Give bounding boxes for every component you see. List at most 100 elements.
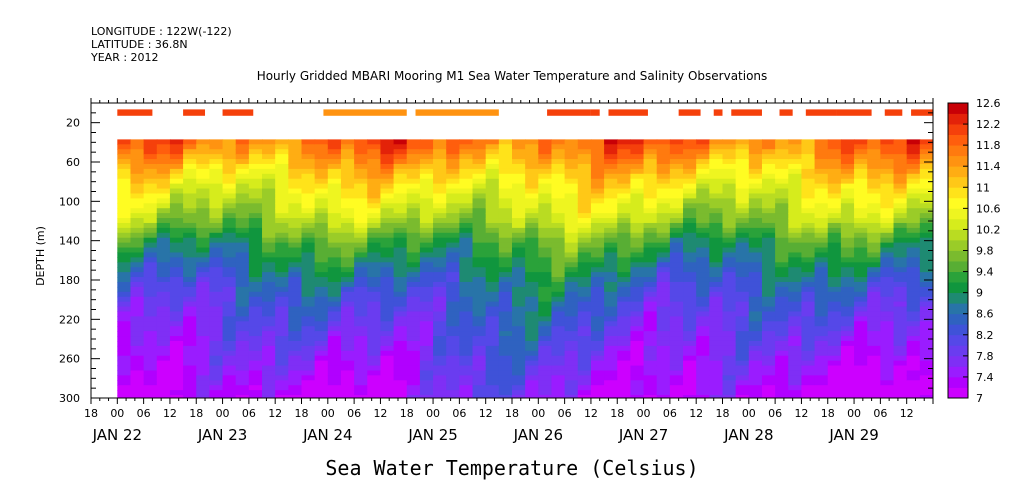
- heatmap-cell: [262, 252, 276, 258]
- heatmap-cell: [196, 331, 211, 337]
- heatmap-cell: [459, 173, 474, 180]
- heatmap-cell: [696, 203, 710, 209]
- heatmap-cell: [222, 222, 237, 229]
- heatmap-cell: [722, 272, 737, 278]
- heatmap-cell: [433, 178, 447, 185]
- heatmap-cell: [130, 345, 145, 352]
- heatmap-cell: [512, 213, 526, 219]
- heatmap-cell: [604, 326, 618, 332]
- heatmap-cell: [183, 340, 197, 347]
- heatmap-cell: [340, 144, 355, 150]
- heatmap-cell: [854, 326, 868, 332]
- heatmap-cell: [735, 281, 750, 288]
- heatmap-cell: [314, 281, 329, 288]
- heatmap-cell: [564, 149, 579, 155]
- heatmap-cell: [143, 395, 158, 398]
- heatmap-cell: [301, 281, 316, 288]
- heatmap-cell: [735, 355, 750, 362]
- heatmap-cell: [643, 139, 658, 145]
- heatmap-cell: [617, 139, 632, 145]
- heatmap-cell: [485, 232, 500, 239]
- surface-band-segment: [678, 109, 701, 116]
- heatmap-cell: [801, 188, 816, 195]
- heatmap-cell: [590, 345, 605, 352]
- heatmap-cell: [314, 149, 329, 155]
- heatmap-cell: [867, 272, 881, 278]
- heatmap-cell: [209, 296, 224, 303]
- heatmap-cell: [564, 355, 579, 362]
- heatmap-cell: [406, 183, 421, 190]
- heatmap-cell: [656, 385, 671, 391]
- heatmap-cell: [814, 331, 829, 337]
- heatmap-cell: [525, 203, 539, 209]
- heatmap-cell: [354, 232, 368, 239]
- heatmap-cell: [669, 173, 684, 180]
- heatmap-cell: [498, 365, 513, 372]
- heatmap-cell: [735, 370, 750, 376]
- heatmap-cell: [459, 139, 474, 145]
- heatmap-cell: [814, 178, 829, 185]
- heatmap-cell: [169, 232, 184, 239]
- heatmap-cell: [130, 198, 145, 204]
- heatmap-cell: [472, 326, 487, 332]
- heatmap-cell: [525, 311, 539, 317]
- heatmap-cell: [446, 350, 460, 357]
- heatmap-cell: [183, 350, 197, 357]
- heatmap-cell: [788, 193, 803, 199]
- heatmap-cell: [748, 277, 763, 283]
- heatmap-cell: [354, 380, 368, 386]
- colorbar-swatch: [948, 292, 968, 304]
- heatmap-cell: [893, 237, 908, 244]
- heatmap-cell: [209, 208, 224, 214]
- heatmap-cell: [525, 154, 539, 160]
- heatmap-cell: [117, 218, 132, 224]
- heatmap-cell: [788, 385, 803, 391]
- heatmap-cell: [196, 154, 211, 160]
- heatmap-cell: [696, 227, 710, 234]
- x-hour-tick-label: 00: [531, 407, 545, 420]
- heatmap-cell: [551, 218, 566, 224]
- heatmap-cell: [498, 326, 513, 332]
- heatmap-cell: [696, 331, 710, 337]
- heatmap-cell: [235, 242, 250, 249]
- heatmap-cell: [827, 331, 842, 337]
- heatmap-cell: [551, 291, 566, 298]
- heatmap-cell: [485, 198, 500, 204]
- heatmap-cell: [406, 154, 421, 160]
- heatmap-cell: [367, 306, 382, 313]
- heatmap-cell: [222, 311, 237, 317]
- heatmap-cell: [393, 365, 408, 372]
- heatmap-cell: [485, 336, 500, 342]
- heatmap-cell: [669, 385, 684, 391]
- heatmap-cell: [854, 237, 868, 244]
- heatmap-cell: [288, 227, 303, 234]
- heatmap-cell: [512, 232, 526, 239]
- heatmap-cell: [696, 360, 710, 367]
- heatmap-cell: [301, 139, 316, 145]
- heatmap-cell: [722, 163, 737, 170]
- heatmap-cell: [393, 331, 408, 337]
- heatmap-cell: [380, 139, 395, 145]
- heatmap-cell: [235, 154, 250, 160]
- heatmap-cell: [551, 331, 566, 337]
- heatmap-cell: [235, 336, 250, 342]
- heatmap-cell: [367, 247, 382, 254]
- heatmap-cell: [472, 144, 487, 150]
- heatmap-cell: [262, 173, 276, 180]
- heatmap-cell: [169, 173, 184, 180]
- heatmap-cell: [288, 355, 303, 362]
- heatmap-cell: [854, 336, 868, 342]
- heatmap-cell: [472, 149, 487, 155]
- heatmap-cell: [472, 242, 487, 249]
- heatmap-cell: [919, 213, 933, 219]
- heatmap-cell: [472, 257, 487, 263]
- heatmap-cell: [840, 277, 855, 283]
- heatmap-cell: [788, 144, 803, 150]
- heatmap-cell: [722, 331, 737, 337]
- heatmap-cell: [301, 144, 316, 150]
- heatmap-cell: [156, 331, 171, 337]
- heatmap-cell: [406, 316, 421, 322]
- heatmap-cell: [538, 257, 553, 263]
- heatmap-cell: [498, 178, 513, 185]
- heatmap-cell: [419, 262, 434, 268]
